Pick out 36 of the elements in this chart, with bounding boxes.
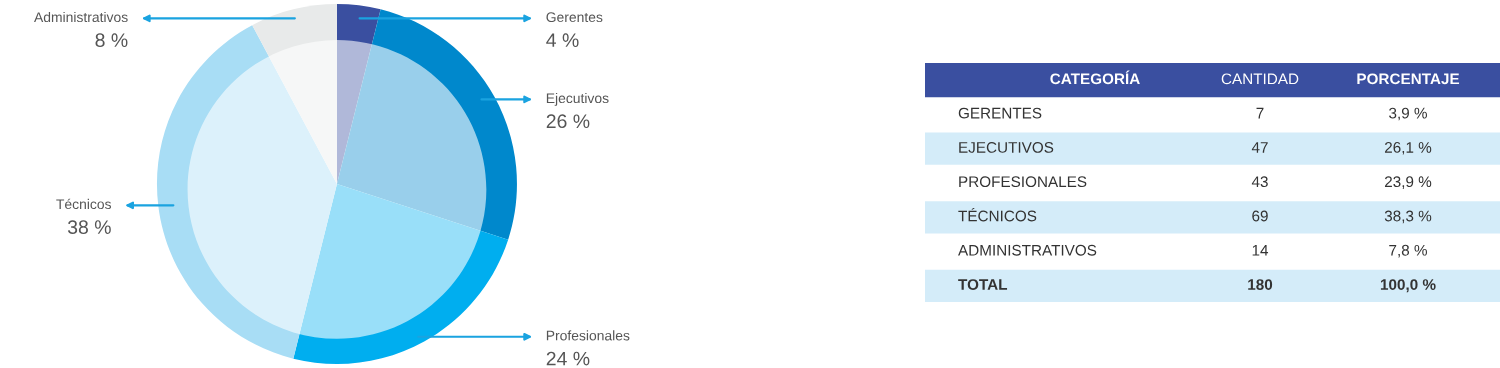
data-label: 38 % [67, 220, 111, 235]
data-label: 4 % [546, 33, 579, 47]
category-label: TÉCNICOS [958, 207, 1037, 222]
category-label: ADMINISTRATIVOS [958, 244, 1097, 256]
slice-label: Profesionales [546, 330, 630, 341]
text: PORCENTAJE [1357, 73, 1460, 85]
data-label: 100,0 % [1380, 279, 1436, 293]
data-label: 47 [1251, 142, 1268, 153]
category-label: GERENTES [958, 107, 1042, 119]
data-label: 23,9 % [1384, 176, 1432, 189]
slice-label: Ejecutivos [546, 92, 609, 106]
pie-slice [336, 9, 517, 240]
pie-slice [293, 184, 509, 365]
data-label: 26 % [546, 114, 590, 129]
data-label: 69 [1252, 210, 1268, 222]
text: CANTIDAD [1221, 73, 1299, 85]
slice-label: Gerentes [546, 12, 603, 23]
pie-slice [157, 25, 337, 359]
slice-label: Administrativos [34, 11, 128, 23]
data-label: 7 [1256, 107, 1264, 119]
legend-title: CATEGORÍA [1050, 70, 1140, 85]
data-label: 43 [1251, 176, 1268, 188]
data-label: 7,8 % [1389, 244, 1427, 258]
data-label: 38,3 % [1384, 210, 1432, 224]
data-label: 180 [1248, 279, 1273, 290]
pie-slice [252, 3, 337, 184]
data-label: 3,9 % [1389, 107, 1427, 121]
slice-label: Técnicos [56, 198, 112, 210]
category-label: PROFESIONALES [959, 176, 1087, 188]
category-label: TOTAL [958, 279, 1008, 290]
data-label: 8 % [95, 33, 128, 48]
category-label: EJECUTIVOS [959, 142, 1054, 153]
data-label: 26,1 % [1384, 142, 1432, 155]
data-label: 14 [1252, 245, 1269, 256]
pie-slice [336, 3, 381, 184]
data-label: 24 % [546, 351, 590, 366]
